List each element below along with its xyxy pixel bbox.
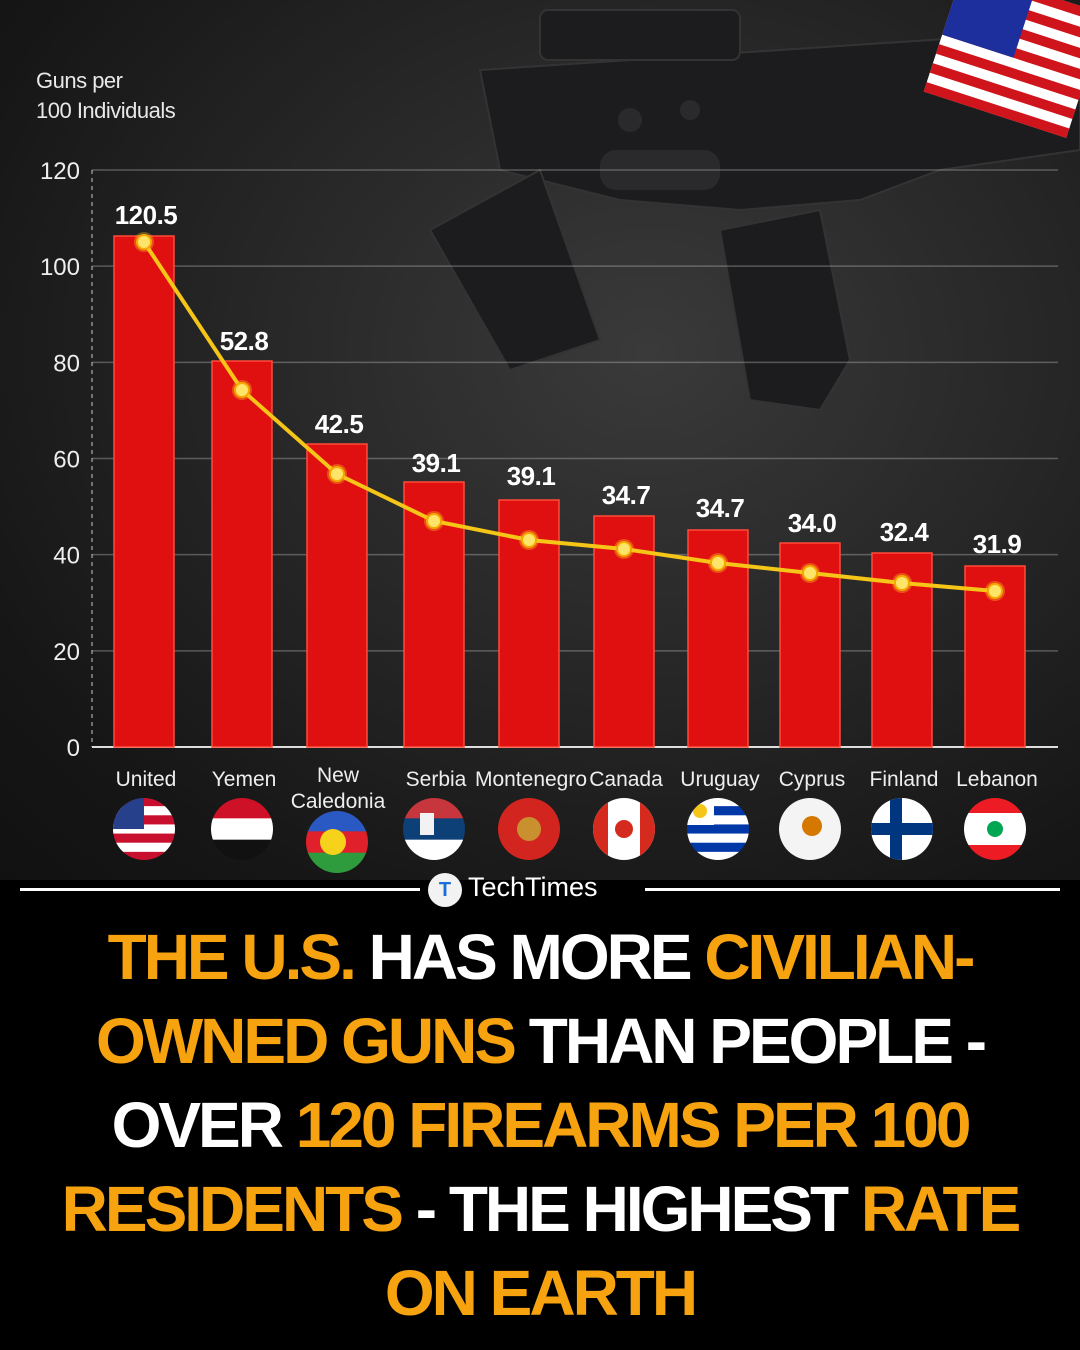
trend-line — [142, 240, 996, 593]
headline-segment: OWNED GUNS — [95, 1005, 529, 1077]
y-tick-label: 20 — [53, 639, 80, 666]
bar-new-caledonia — [306, 443, 368, 748]
x-tick-label: United — [116, 768, 177, 791]
cyprus-flag-icon — [779, 798, 841, 860]
us-flag-icon — [113, 798, 175, 860]
y-tick-label: 80 — [53, 350, 80, 377]
data-label: 42.5 — [315, 409, 364, 439]
trend-dot — [329, 466, 345, 482]
divider-left — [20, 888, 420, 891]
data-label: 34.7 — [696, 493, 745, 523]
y-tick-label: 40 — [53, 543, 80, 570]
trend-dot — [521, 532, 537, 548]
canada-flag-icon — [593, 798, 655, 860]
headline-segment: OVER — [111, 1089, 296, 1161]
chart-panel: Guns per 100 Individuals 0 20 40 60 80 100 120… — [0, 0, 1080, 880]
new-caledonia-flag-icon — [306, 811, 368, 873]
data-label: 34.0 — [788, 508, 837, 538]
uruguay-flag-icon — [687, 798, 749, 860]
y-axis-title-line2: 100 Individuals — [36, 98, 176, 123]
data-label: 34.7 — [602, 480, 651, 510]
headline-segment: RATE — [860, 1173, 1021, 1245]
x-tick-label: Cyprus — [779, 768, 846, 791]
headline-segment: RESIDENTS — [61, 1173, 416, 1245]
data-label: 39.1 — [507, 461, 556, 491]
data-label: 120.5 — [115, 200, 178, 230]
y-tick-label: 0 — [67, 735, 80, 762]
trend-dot — [234, 382, 250, 398]
lebanon-flag-icon — [964, 798, 1026, 860]
montenegro-flag-icon — [498, 798, 560, 860]
y-axis-title-line1: Guns per — [36, 68, 123, 93]
headline: THE U.S. HAS MORE CIVILIAN- OWNED GUNS TH… — [0, 915, 1080, 1335]
x-tick-label: Finland — [870, 768, 939, 791]
trend-dot — [616, 541, 632, 557]
x-tick-label: Canada — [589, 768, 663, 791]
headline-line: THE U.S. HAS MORE CIVILIAN- — [0, 915, 1080, 999]
brand-name: TechTimes — [468, 872, 598, 902]
trend-dot — [136, 234, 152, 250]
bar-yemen — [211, 360, 273, 748]
data-label: 52.8 — [220, 326, 269, 356]
headline-segment: 120 FIREARMS PER 100 — [295, 1089, 972, 1161]
data-label: 39.1 — [412, 448, 461, 478]
headline-segment: THE U.S. — [107, 921, 369, 993]
y-tick-label: 120 — [40, 158, 80, 185]
data-label: 31.9 — [973, 529, 1022, 559]
trend-dot — [894, 575, 910, 591]
bar-united — [113, 235, 175, 748]
x-tick-label: Lebanon — [956, 768, 1038, 791]
x-tick-label: Yemen — [212, 768, 277, 791]
headline-segment: CIVILIAN- — [704, 921, 975, 993]
divider-right — [645, 888, 1060, 891]
y-axis-title: Guns per 100 Individuals — [36, 66, 176, 126]
serbia-flag-icon — [403, 798, 465, 860]
data-label: 32.4 — [880, 517, 930, 547]
brand-bar: T TechTimes — [0, 870, 1080, 910]
x-tick-label: Caledonia — [291, 790, 386, 813]
headline-segment: - THE HIGHEST — [415, 1173, 861, 1245]
headline-line: RESIDENTS - THE HIGHEST RATE — [0, 1167, 1080, 1251]
headline-line: OVER 120 FIREARMS PER 100 — [0, 1083, 1080, 1167]
headline-line: OWNED GUNS THAN PEOPLE - — [0, 999, 1080, 1083]
yemen-flag-icon — [211, 798, 273, 860]
us-flag-icon — [923, 0, 1080, 138]
x-tick-label: New — [317, 764, 360, 787]
trend-dot — [710, 555, 726, 571]
y-tick-label: 100 — [40, 254, 80, 281]
trend-dot — [802, 565, 818, 581]
techtimes-logo-icon: T — [428, 873, 462, 907]
bar-chart: 0 20 40 60 80 100 120 120.5 52.8 42.5 39.1 39.1 34.7… — [40, 158, 1058, 873]
trend-dot — [426, 513, 442, 529]
finland-flag-icon — [871, 798, 933, 860]
trend-dot — [987, 583, 1003, 599]
headline-line: ON EARTH — [0, 1251, 1080, 1335]
x-tick-label: Montenegro — [475, 768, 587, 791]
headline-segment: HAS MORE — [368, 921, 705, 993]
headline-segment: ON EARTH — [384, 1257, 698, 1329]
y-tick-label: 60 — [53, 447, 80, 474]
headline-segment: THAN PEOPLE - — [528, 1005, 987, 1077]
x-tick-label: Uruguay — [680, 768, 760, 791]
x-tick-label: Serbia — [406, 768, 467, 791]
